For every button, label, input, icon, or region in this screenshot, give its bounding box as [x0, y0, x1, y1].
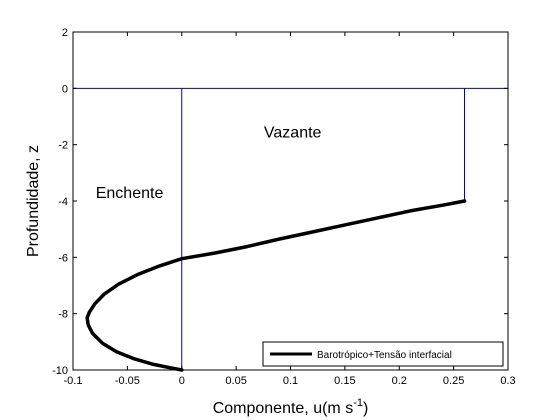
y-tick-label: -2	[58, 140, 68, 152]
annotation-label: Enchente	[96, 185, 164, 202]
x-tick-label: -0.1	[64, 375, 83, 387]
y-tick-label: -8	[58, 309, 68, 321]
x-tick-label: -0.05	[115, 375, 140, 387]
y-tick-label: -10	[52, 365, 68, 377]
annotation-label: Vazante	[264, 125, 322, 142]
y-axis-ticks: 2 0 -2 -4 -6 -8 -10	[52, 27, 508, 377]
reference-lines	[73, 87, 508, 370]
legend: Barotrópico+Tensão interfacial	[262, 341, 504, 367]
y-tick-label: 2	[62, 27, 68, 39]
x-tick-label: 0.2	[392, 375, 407, 387]
series-layer	[85, 199, 467, 372]
x-tick-label: 0.1	[283, 375, 298, 387]
x-axis-label-superscript: -1	[353, 397, 363, 409]
x-axis-label: Componente, u(m s-1)	[213, 397, 369, 417]
y-tick-label: -6	[58, 252, 68, 264]
annotations: Vazante Enchente	[96, 125, 322, 203]
y-tick-label: -4	[58, 196, 68, 208]
series-line-0	[85, 199, 467, 372]
x-axis-ticks: -0.1 -0.05 0 0.05 0.1 0.15 0.2 0.25 0.3	[64, 32, 516, 387]
x-tick-label: 0.3	[500, 375, 515, 387]
x-tick-label: 0.05	[225, 375, 246, 387]
y-tick-label: 0	[62, 83, 68, 95]
y-axis-label: Profundidade, z	[25, 145, 42, 257]
legend-label: Barotrópico+Tensão interfacial	[317, 350, 452, 361]
x-tick-label: 0	[179, 375, 185, 387]
x-tick-label: 0.15	[334, 375, 355, 387]
x-tick-label: 0.25	[443, 375, 464, 387]
